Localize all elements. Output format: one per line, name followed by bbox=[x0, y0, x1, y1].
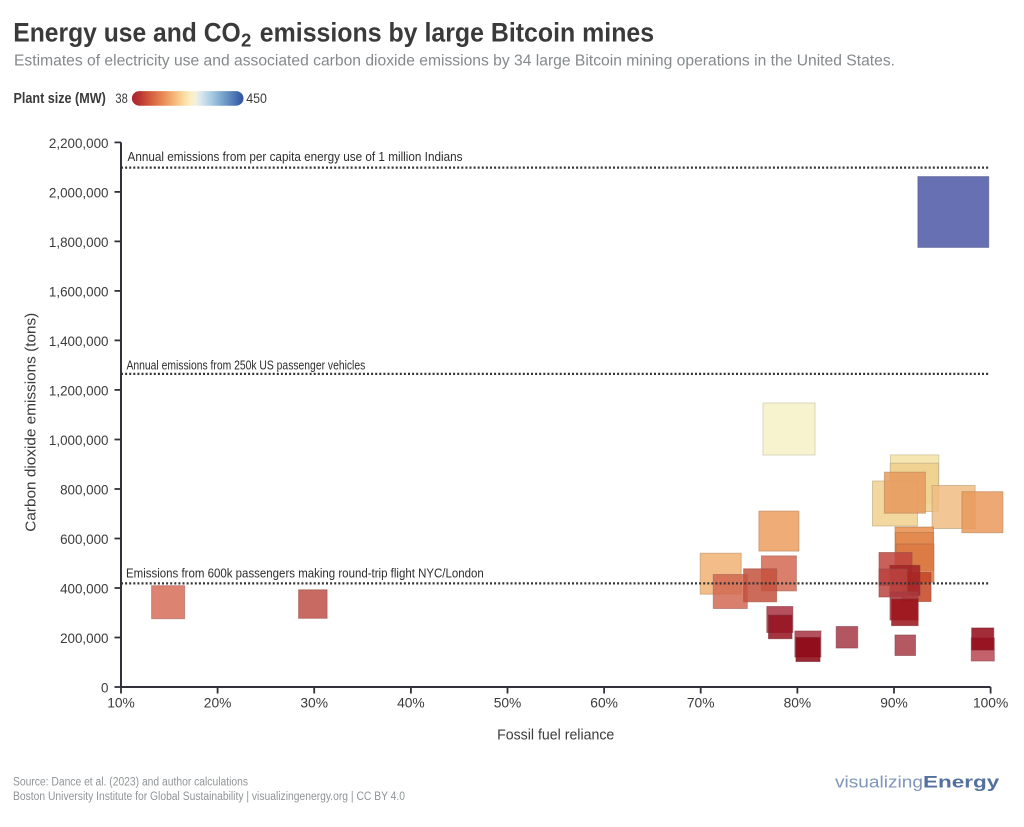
svg-text:80%: 80% bbox=[784, 696, 812, 711]
svg-text:200,000: 200,000 bbox=[60, 631, 108, 646]
svg-text:60%: 60% bbox=[590, 696, 618, 711]
svg-text:Carbon dioxide emissions (tons: Carbon dioxide emissions (tons) bbox=[24, 313, 40, 532]
svg-text:visualizing: visualizing bbox=[835, 774, 923, 792]
svg-text:800,000: 800,000 bbox=[60, 483, 108, 498]
svg-text:Plant size (MW): Plant size (MW) bbox=[14, 91, 106, 107]
svg-text:emissions by large Bitcoin min: emissions by large Bitcoin mines bbox=[260, 17, 654, 47]
svg-text:100%: 100% bbox=[973, 696, 1008, 711]
svg-text:90%: 90% bbox=[880, 696, 908, 711]
svg-text:38: 38 bbox=[115, 90, 128, 106]
svg-text:70%: 70% bbox=[687, 696, 715, 711]
svg-text:400,000: 400,000 bbox=[60, 582, 108, 597]
svg-text:450: 450 bbox=[246, 90, 267, 106]
svg-text:Emissions from 600k passengers: Emissions from 600k passengers making ro… bbox=[126, 566, 484, 581]
svg-text:1,800,000: 1,800,000 bbox=[49, 235, 109, 250]
svg-text:600,000: 600,000 bbox=[60, 532, 108, 547]
svg-text:30%: 30% bbox=[300, 696, 328, 711]
svg-text:0: 0 bbox=[101, 681, 108, 696]
svg-text:Source: Dance et al. (2023) an: Source: Dance et al. (2023) and author c… bbox=[13, 776, 248, 788]
svg-text:Energy: Energy bbox=[923, 774, 1000, 792]
svg-text:2: 2 bbox=[241, 30, 251, 51]
svg-text:10%: 10% bbox=[107, 696, 135, 711]
svg-text:50%: 50% bbox=[494, 696, 522, 711]
svg-text:1,400,000: 1,400,000 bbox=[49, 334, 109, 349]
svg-text:20%: 20% bbox=[204, 696, 232, 711]
svg-text:Annual emissions from per capi: Annual emissions from per capita energy … bbox=[128, 149, 463, 164]
svg-text:40%: 40% bbox=[397, 696, 425, 711]
svg-text:1,200,000: 1,200,000 bbox=[49, 384, 109, 399]
svg-text:Fossil fuel reliance: Fossil fuel reliance bbox=[497, 728, 614, 744]
svg-text:1,600,000: 1,600,000 bbox=[49, 285, 109, 300]
svg-text:Boston University Institute fo: Boston University Institute for Global S… bbox=[13, 791, 405, 803]
svg-text:2,200,000: 2,200,000 bbox=[49, 136, 109, 151]
svg-text:Annual emissions from 250k US: Annual emissions from 250k US passenger … bbox=[127, 357, 366, 372]
svg-text:1,000,000: 1,000,000 bbox=[49, 433, 109, 448]
svg-text:Estimates of electricity use a: Estimates of electricity use and associa… bbox=[14, 53, 895, 70]
svg-text:Energy use and CO: Energy use and CO bbox=[13, 17, 240, 47]
svg-text:2,000,000: 2,000,000 bbox=[49, 186, 109, 201]
